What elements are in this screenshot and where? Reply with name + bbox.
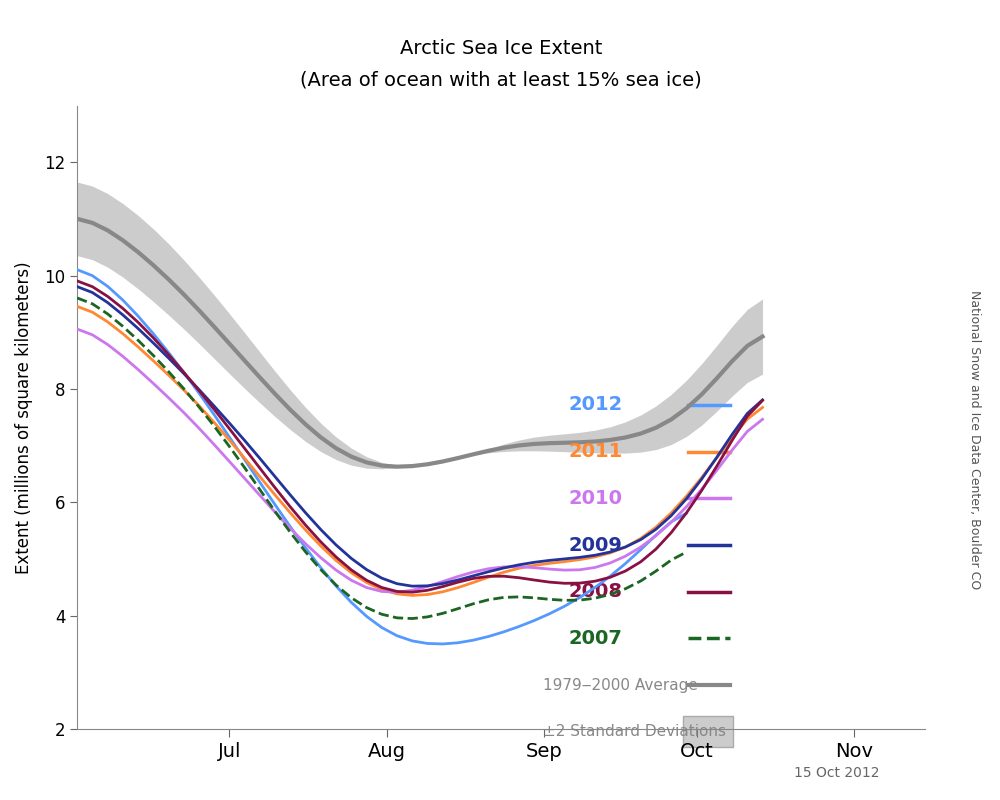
Text: 1979‒2000 Average: 1979‒2000 Average <box>543 678 698 693</box>
Text: 2009: 2009 <box>569 535 623 554</box>
Y-axis label: Extent (millions of square kilometers): Extent (millions of square kilometers) <box>15 261 33 574</box>
Text: National Snow and Ice Data Center, Boulder CO: National Snow and Ice Data Center, Bould… <box>968 290 982 590</box>
Text: 2011: 2011 <box>569 442 623 461</box>
Text: 15 Oct 2012: 15 Oct 2012 <box>794 766 880 780</box>
Text: 2008: 2008 <box>569 582 623 602</box>
Text: 2010: 2010 <box>569 489 623 508</box>
Text: 2007: 2007 <box>569 629 623 648</box>
Title: Arctic Sea Ice Extent
(Area of ocean with at least 15% sea ice): Arctic Sea Ice Extent (Area of ocean wit… <box>300 39 702 89</box>
FancyBboxPatch shape <box>683 716 733 747</box>
Text: ±2 Standard Deviations: ±2 Standard Deviations <box>543 725 726 739</box>
Text: 2012: 2012 <box>569 395 623 414</box>
